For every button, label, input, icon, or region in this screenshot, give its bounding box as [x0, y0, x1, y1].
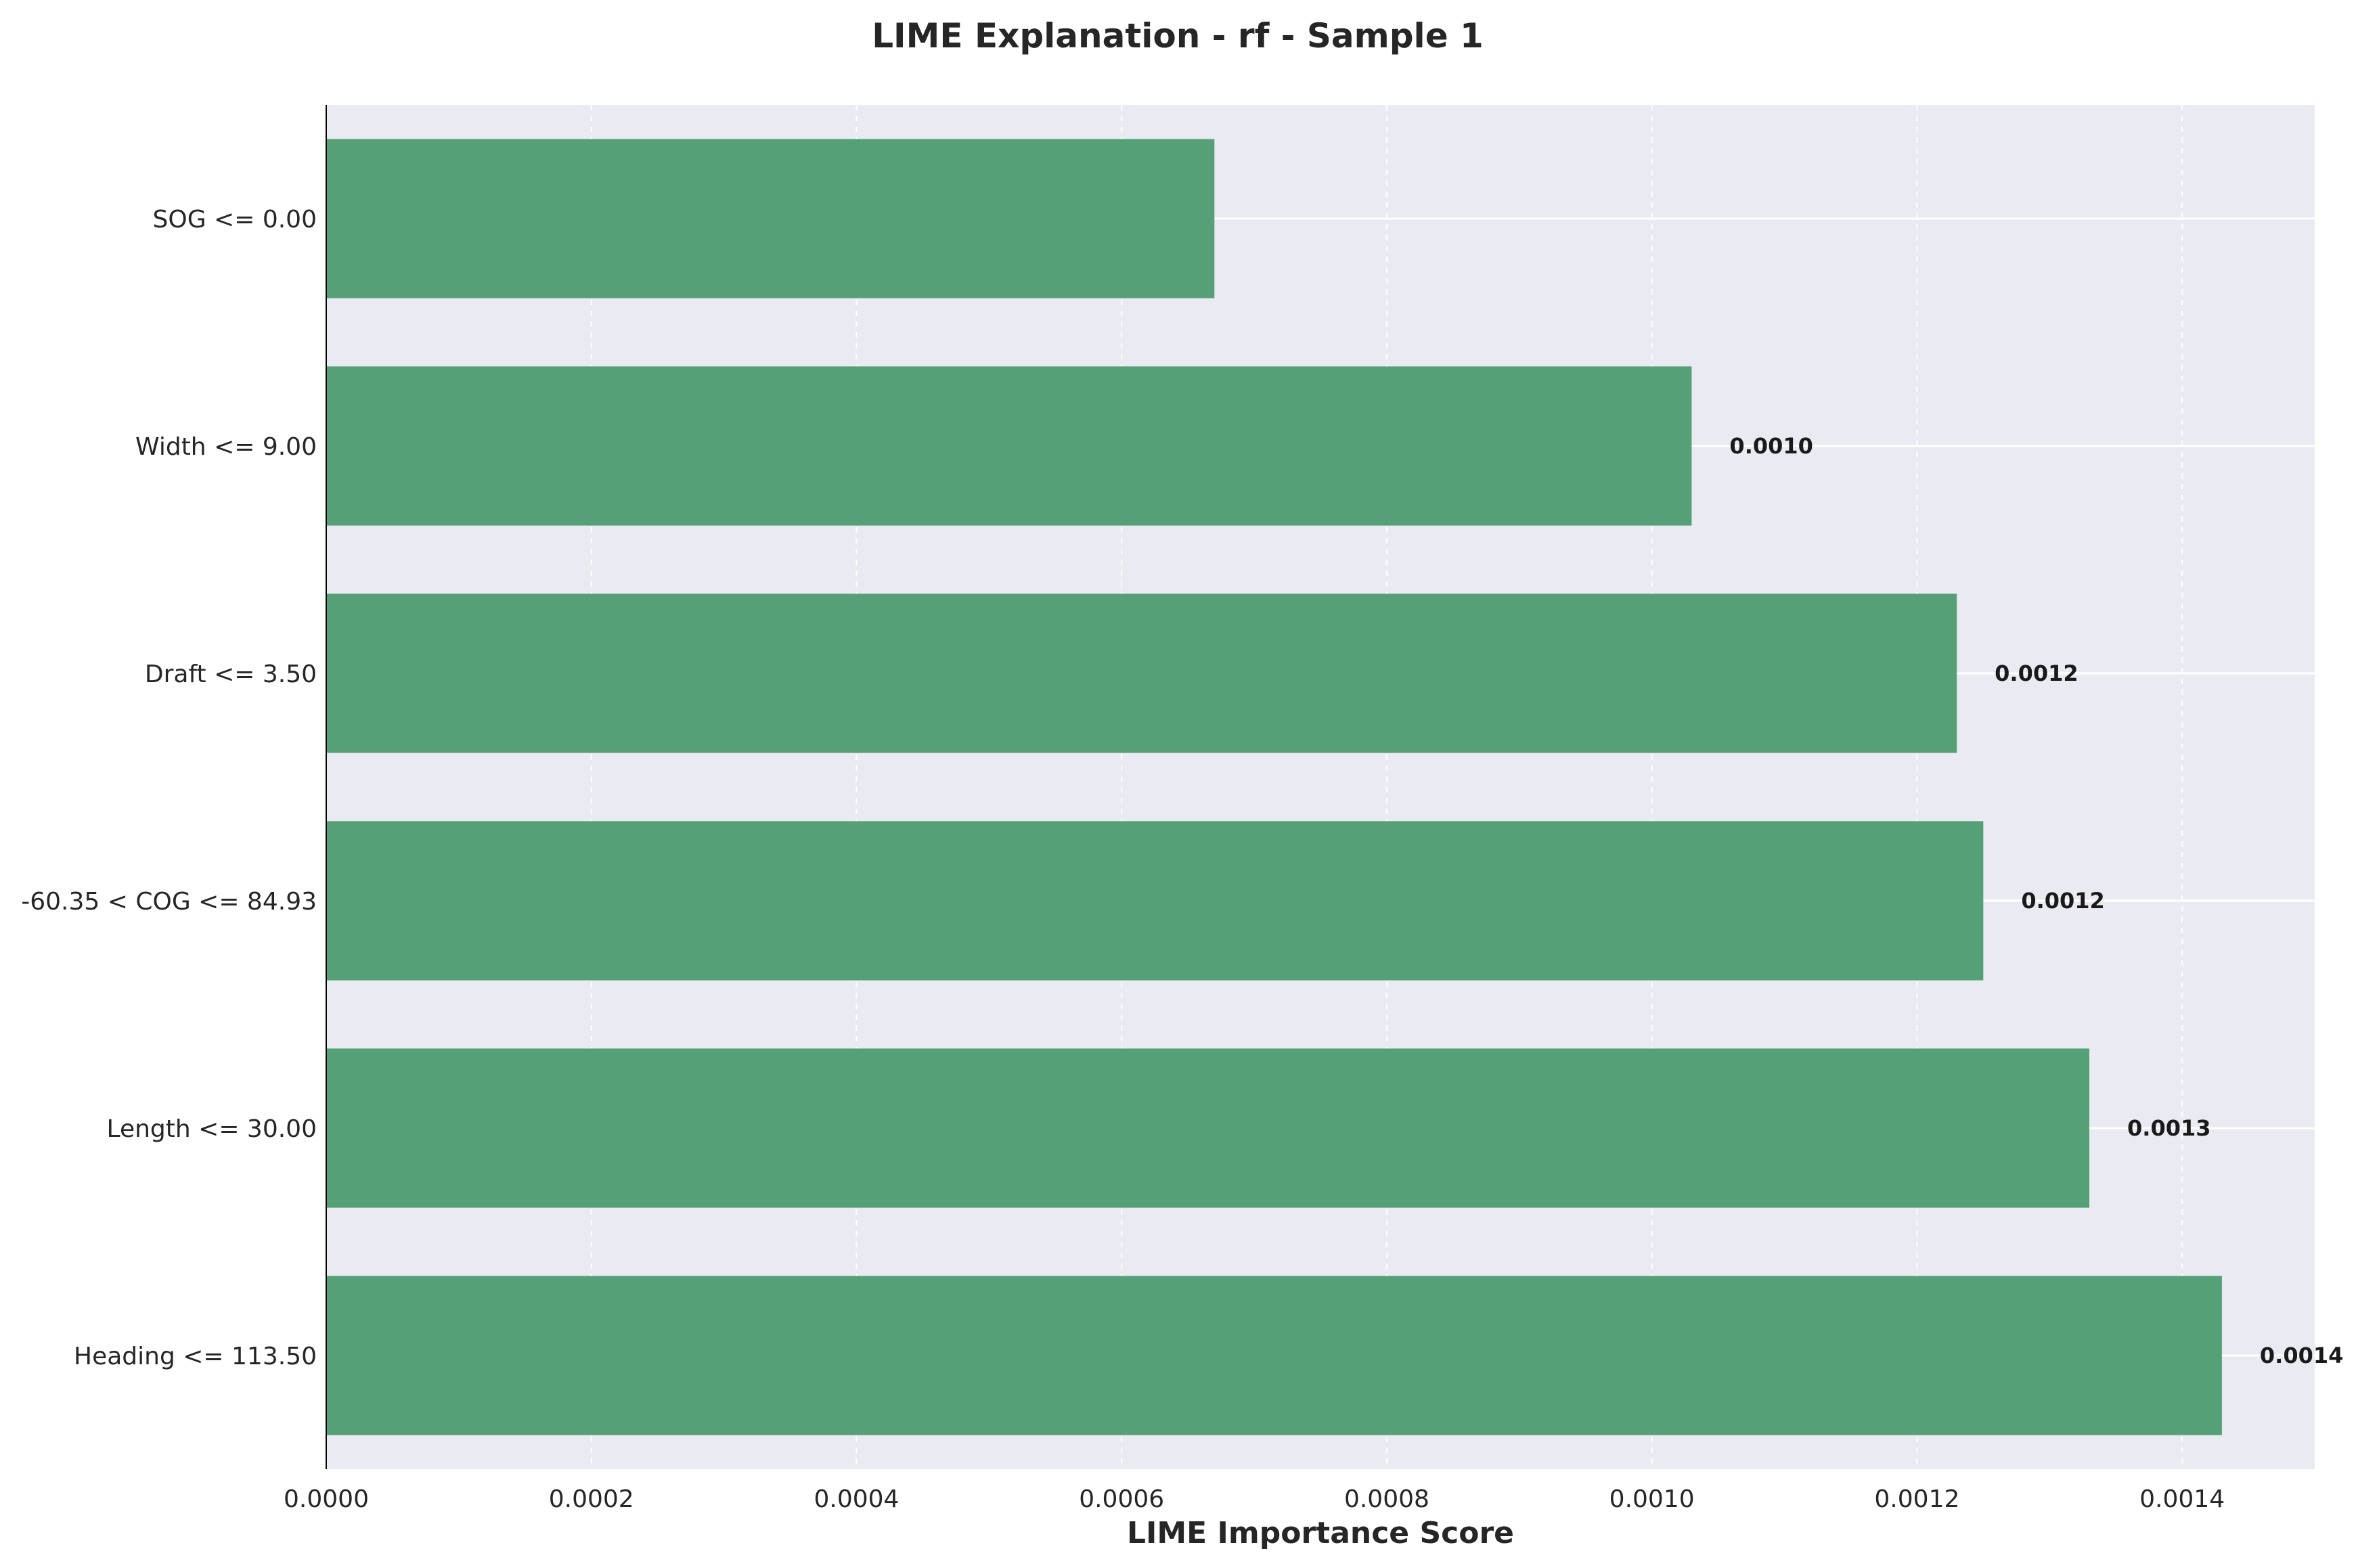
bars [326, 139, 2222, 1435]
bar [326, 1048, 2090, 1208]
y-tick-label: Width <= 9.00 [135, 433, 317, 461]
bar [326, 139, 1215, 298]
bar [326, 1276, 2222, 1435]
data-label: 0.0014 [2260, 1343, 2343, 1368]
bar [326, 821, 1984, 981]
x-axis-label: LIME Importance Score [1127, 1516, 1514, 1550]
x-tick-label: 0.0010 [1609, 1485, 1695, 1513]
y-tick-label: -60.35 < COG <= 84.93 [21, 888, 317, 916]
x-tick-label: 0.0006 [1079, 1485, 1164, 1513]
x-tick-label: 0.0000 [284, 1485, 369, 1513]
x-tick-label: 0.0014 [2139, 1485, 2225, 1513]
data-labels: 0.0010 0.0012 0.0012 0.0013 0.0014 [1729, 433, 2343, 1368]
x-tick-label: 0.0002 [549, 1485, 634, 1513]
x-tick-label: 0.0008 [1344, 1485, 1429, 1513]
plot-background [326, 105, 2315, 1469]
y-tick-label: SOG <= 0.00 [153, 206, 317, 233]
y-tick-label: Draft <= 3.50 [145, 660, 317, 688]
x-tick-labels: 0.0000 0.0002 0.0004 0.0006 0.0008 0.0010 0.00… [284, 1485, 2225, 1513]
data-label: 0.0012 [1995, 660, 2078, 686]
data-label: 0.0012 [2021, 888, 2104, 914]
bar [326, 593, 1957, 753]
x-tick-label: 0.0012 [1874, 1485, 1959, 1513]
bar [326, 366, 1692, 526]
y-tick-label: Heading <= 113.50 [74, 1343, 317, 1370]
data-label: 0.0013 [2127, 1115, 2210, 1141]
x-tick-label: 0.0004 [814, 1485, 899, 1513]
y-tick-label: Length <= 30.00 [107, 1115, 317, 1143]
y-tick-labels: SOG <= 0.00 Width <= 9.00 Draft <= 3.50 -60… [21, 206, 317, 1370]
chart-title: LIME Explanation - rf - Sample 1 [872, 16, 1484, 55]
data-label: 0.0010 [1729, 433, 1813, 459]
